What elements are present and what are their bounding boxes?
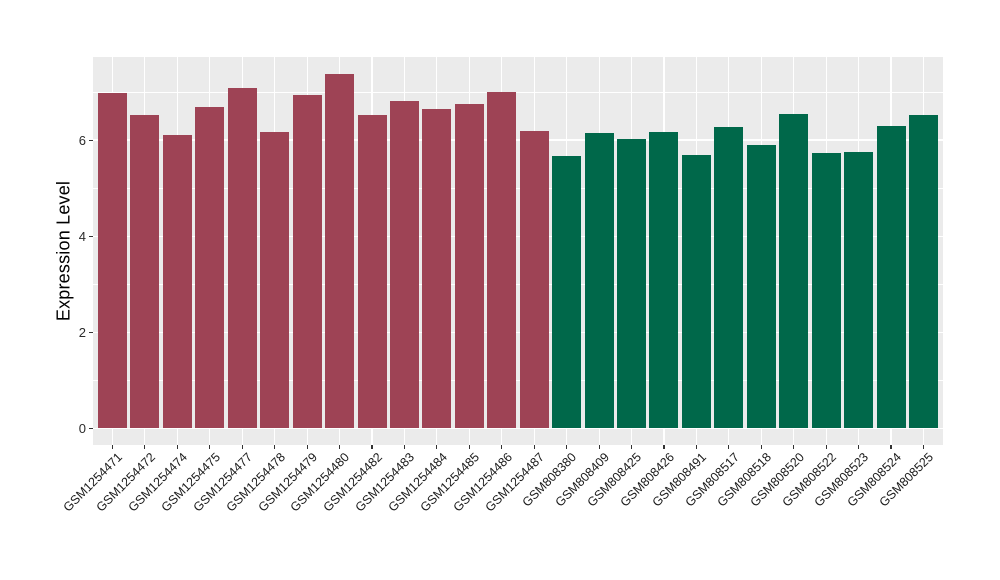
x-tick-mark-GSM1254479 <box>306 445 308 449</box>
bar-GSM1254484 <box>422 109 452 429</box>
x-tick-mark-GSM1254475 <box>209 445 211 449</box>
bar-GSM808525 <box>909 115 939 429</box>
bar-GSM1254475 <box>195 107 225 429</box>
gridline-major-y0 <box>93 427 943 430</box>
bar-GSM1254482 <box>357 114 387 429</box>
x-tick-mark-GSM1254484 <box>436 445 438 449</box>
x-tick-mark-GSM1254482 <box>371 445 373 449</box>
bar-GSM808426 <box>649 131 679 429</box>
x-tick-mark-GSM808524 <box>890 445 892 449</box>
bar-GSM1254483 <box>389 100 419 429</box>
gridline-major-y4 <box>93 235 943 238</box>
x-tick-mark-GSM1254477 <box>241 445 243 449</box>
bar-GSM1254477 <box>227 88 257 429</box>
x-tick-mark-GSM1254480 <box>338 445 341 449</box>
bar-GSM1254486 <box>487 91 517 429</box>
y-tick-label-4: 4 <box>78 228 86 244</box>
gridline-major-y6 <box>93 139 943 141</box>
x-tick-mark-GSM808409 <box>598 445 600 449</box>
bar-GSM808518 <box>746 145 776 429</box>
bar-GSM808491 <box>681 154 711 429</box>
bar-GSM808524 <box>876 125 906 429</box>
x-tick-mark-GSM808380 <box>566 445 568 449</box>
bar-GSM1254471 <box>97 93 127 429</box>
x-tick-mark-GSM1254485 <box>468 445 470 449</box>
bar-GSM1254479 <box>292 95 322 429</box>
x-tick-mark-GSM808517 <box>728 445 730 449</box>
x-tick-mark-GSM808525 <box>922 445 925 449</box>
bar-GSM808520 <box>779 114 809 429</box>
x-tick-mark-GSM808522 <box>825 445 827 449</box>
x-tick-mark-GSM808426 <box>663 445 665 449</box>
y-tick-mark-4 <box>89 235 93 237</box>
y-tick-mark-6 <box>89 139 93 141</box>
bar-GSM808425 <box>617 139 647 429</box>
x-tick-mark-GSM1254472 <box>144 445 146 449</box>
bar-GSM1254478 <box>260 132 290 429</box>
bar-GSM1254480 <box>325 74 355 429</box>
y-axis-title: Expression Level <box>53 180 74 322</box>
bar-GSM1254487 <box>519 131 549 429</box>
x-tick-mark-GSM1254483 <box>403 445 406 449</box>
gridline-minor-y5 <box>93 187 943 189</box>
x-tick-mark-GSM808520 <box>793 445 795 449</box>
x-tick-mark-GSM808425 <box>630 445 633 449</box>
gridline-major-y2 <box>93 331 943 334</box>
x-tick-mark-GSM1254474 <box>176 445 178 449</box>
bar-GSM1254472 <box>130 114 160 429</box>
y-tick-label-2: 2 <box>78 324 86 340</box>
x-tick-mark-GSM1254471 <box>111 445 114 449</box>
gridline-minor-y7 <box>93 91 943 93</box>
bar-GSM808522 <box>811 152 841 429</box>
x-tick-mark-GSM808523 <box>858 445 860 449</box>
bar-GSM808517 <box>714 127 744 429</box>
bar-GSM808523 <box>844 151 874 429</box>
gridline-minor-y3 <box>93 283 943 285</box>
y-tick-mark-2 <box>89 331 93 333</box>
x-tick-mark-GSM1254487 <box>533 445 535 449</box>
x-tick-mark-GSM1254486 <box>501 445 503 449</box>
x-tick-mark-GSM808518 <box>760 445 762 449</box>
bar-GSM1254474 <box>162 134 192 429</box>
x-tick-mark-GSM808491 <box>695 445 698 449</box>
bar-GSM1254485 <box>454 103 484 429</box>
plot-panel <box>93 57 943 445</box>
bar-GSM808380 <box>552 156 582 429</box>
bar-GSM808409 <box>584 132 614 429</box>
y-tick-label-6: 6 <box>78 132 86 148</box>
y-tick-mark-0 <box>89 427 93 430</box>
gridline-minor-y1 <box>93 379 943 381</box>
x-tick-mark-GSM1254478 <box>274 445 276 449</box>
y-tick-label-0: 0 <box>78 421 86 436</box>
